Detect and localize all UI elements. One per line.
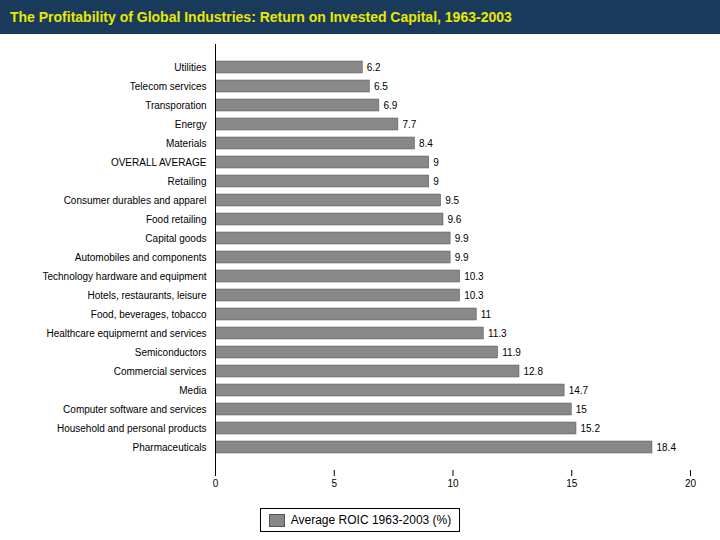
svg-text:Utilities: Utilities	[174, 62, 206, 73]
svg-text:6.2: 6.2	[367, 62, 381, 73]
svg-text:18.4: 18.4	[657, 442, 677, 453]
svg-text:7.7: 7.7	[402, 119, 416, 130]
svg-text:Pharmaceuticals: Pharmaceuticals	[133, 442, 207, 453]
svg-text:Automobiles and components: Automobiles and components	[75, 252, 207, 263]
svg-text:OVERALL AVERAGE: OVERALL AVERAGE	[111, 157, 207, 168]
svg-text:15.2: 15.2	[581, 423, 601, 434]
svg-text:9.9: 9.9	[455, 252, 469, 263]
svg-text:Materials: Materials	[166, 138, 207, 149]
svg-text:Household and personal product: Household and personal products	[57, 423, 207, 434]
svg-text:Semiconductors: Semiconductors	[135, 347, 207, 358]
svg-text:9.6: 9.6	[448, 214, 462, 225]
svg-text:9.5: 9.5	[445, 195, 459, 206]
svg-text:Commercial services: Commercial services	[114, 366, 207, 377]
svg-text:14.7: 14.7	[569, 385, 589, 396]
svg-text:6.9: 6.9	[383, 100, 397, 111]
svg-text:Healthcare equipmernt and serv: Healthcare equipmernt and services	[46, 328, 206, 339]
svg-text:11.9: 11.9	[502, 347, 521, 358]
svg-text:Computer software and services: Computer software and services	[63, 404, 206, 415]
svg-text:Technology hardware and equipm: Technology hardware and equipment	[43, 271, 207, 282]
svg-text:10.3: 10.3	[464, 271, 484, 282]
svg-text:Consumer durables and apparel: Consumer durables and apparel	[64, 195, 207, 206]
svg-text:15: 15	[576, 404, 588, 415]
svg-text:6.5: 6.5	[374, 81, 388, 92]
svg-text:Hotels, restaurants, leisure: Hotels, restaurants, leisure	[88, 290, 207, 301]
svg-text:Capital goods: Capital goods	[145, 233, 206, 244]
svg-text:0: 0	[213, 478, 219, 489]
svg-text:10.3: 10.3	[464, 290, 484, 301]
svg-text:11: 11	[481, 309, 492, 320]
svg-text:Energy: Energy	[175, 119, 207, 130]
html-text:Average ROIC 1963-2003 (%): Average ROIC 1963-2003 (%)	[290, 513, 452, 527]
svg-text:9.9: 9.9	[455, 233, 469, 244]
svg-text:Retailing: Retailing	[168, 176, 207, 187]
svg-text:Food, beverages, tobacco: Food, beverages, tobacco	[91, 309, 207, 320]
svg-text:20: 20	[685, 478, 697, 489]
svg-text:12.8: 12.8	[524, 366, 544, 377]
svg-text:11.3: 11.3	[488, 328, 507, 339]
svg-text:Telecom services: Telecom services	[130, 81, 207, 92]
svg-text:Food retailing: Food retailing	[146, 214, 207, 225]
svg-text:Transporation: Transporation	[145, 100, 206, 111]
svg-text:5: 5	[331, 478, 337, 489]
svg-text:8.4: 8.4	[419, 138, 433, 149]
html-text:The Profitability of Global In: The Profitability of Global Industries: …	[10, 9, 512, 25]
svg-text:10: 10	[447, 478, 459, 489]
svg-text:15: 15	[566, 478, 578, 489]
svg-text:9: 9	[433, 176, 439, 187]
svg-text:9: 9	[433, 157, 439, 168]
svg-text:Media: Media	[179, 385, 207, 396]
